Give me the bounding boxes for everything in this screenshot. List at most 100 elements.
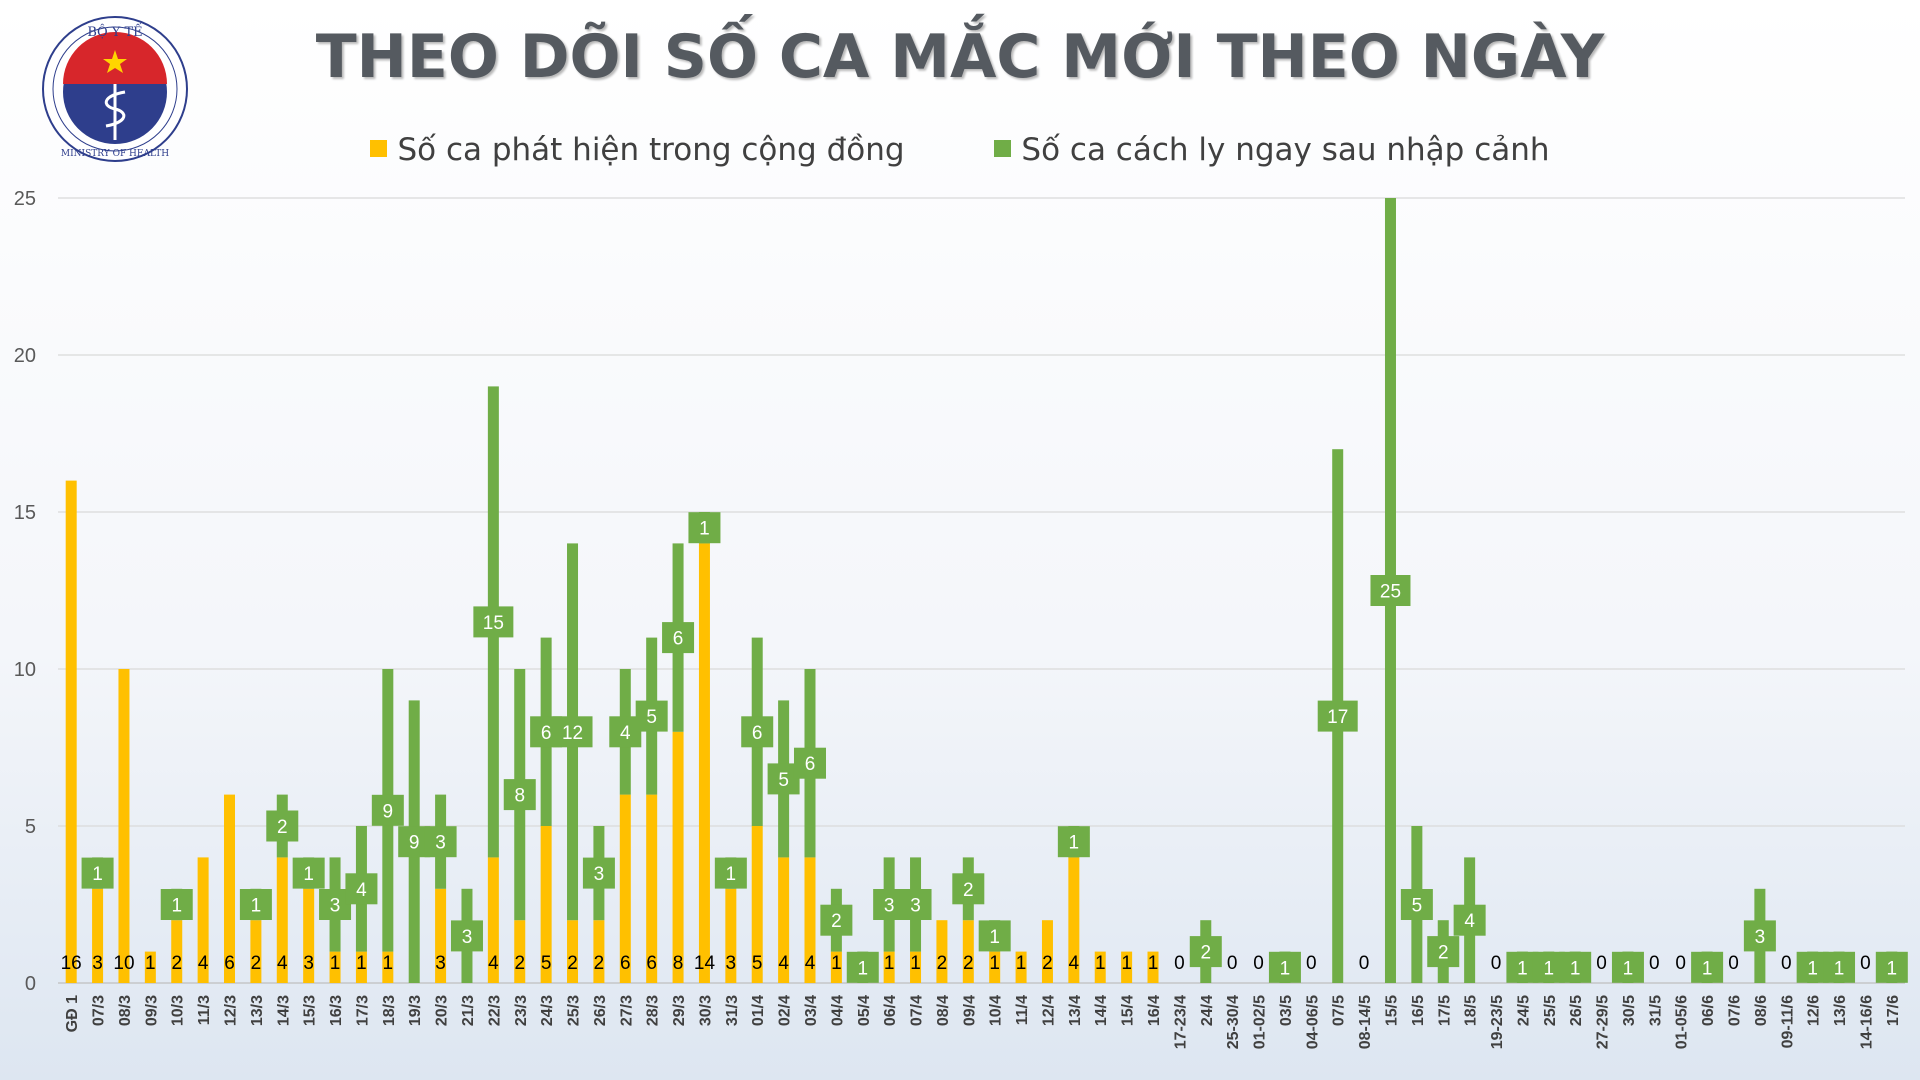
x-tick-label: 02/4 — [777, 995, 794, 1026]
data-label-community: 1 — [1016, 953, 1027, 974]
data-label: 25 — [1380, 582, 1401, 603]
legend-item-community: Số ca phát hiện trong cộng đồng — [370, 132, 905, 168]
x-tick-label: 18/3 — [381, 995, 398, 1026]
data-label-community: 1 — [1095, 953, 1106, 974]
data-label-community: 0 — [1728, 953, 1739, 974]
data-label-box — [239, 889, 272, 920]
x-tick-label: 16/5 — [1410, 995, 1427, 1026]
data-label: 9 — [409, 833, 420, 854]
bar-community — [92, 888, 104, 983]
data-label-community: 0 — [1596, 953, 1607, 974]
data-label-box — [1691, 951, 1724, 983]
data-label: 5 — [646, 707, 657, 728]
data-label-box — [266, 810, 299, 842]
data-label-box — [1743, 920, 1776, 952]
bar-community — [1121, 951, 1133, 983]
data-label: 2 — [1200, 943, 1211, 964]
bar-community — [197, 857, 209, 983]
x-tick-label: GĐ 1 — [64, 995, 81, 1032]
data-label-community: 1 — [1148, 953, 1159, 974]
data-label-community: 0 — [1675, 953, 1686, 974]
bar-community — [989, 951, 1001, 983]
legend-label-community: Số ca phát hiện trong cộng đồng — [397, 132, 905, 168]
x-tick-label: 10/4 — [988, 995, 1005, 1026]
bar-community — [1147, 951, 1159, 983]
data-label-box — [292, 857, 325, 889]
bar-community — [118, 669, 130, 983]
data-label-community: 2 — [171, 953, 182, 974]
data-label-community: 2 — [1042, 953, 1053, 974]
x-tick-label: 03/4 — [803, 995, 820, 1026]
x-tick-label: 01-05/6 — [1674, 995, 1691, 1049]
data-label: 1 — [699, 519, 710, 540]
data-label-box — [345, 873, 378, 905]
data-label: 1 — [1834, 958, 1845, 979]
data-label: 1 — [1807, 958, 1818, 979]
data-label: 4 — [620, 723, 631, 744]
data-label: 6 — [673, 629, 684, 650]
data-label-box — [899, 889, 932, 920]
x-tick-label: 08-14/5 — [1357, 995, 1374, 1049]
data-label-community: 1 — [383, 953, 394, 974]
bar-community — [778, 857, 790, 983]
data-label-community: 1 — [910, 953, 921, 974]
x-tick-label: 12/6 — [1806, 995, 1823, 1026]
y-tick-label: 25 — [14, 188, 36, 210]
x-tick-label: 27-29/5 — [1595, 995, 1612, 1049]
data-label-box — [160, 889, 193, 920]
data-label-community: 1 — [330, 953, 341, 974]
data-label-community: 2 — [594, 953, 605, 974]
data-label: 6 — [541, 723, 552, 744]
data-label: 17 — [1327, 707, 1348, 728]
data-label-community: 4 — [778, 953, 789, 974]
x-tick-label: 12/4 — [1040, 995, 1057, 1026]
y-tick-label: 5 — [25, 816, 36, 838]
data-label-box — [552, 716, 593, 748]
bar-community — [593, 920, 605, 983]
bar-community — [224, 794, 236, 983]
x-tick-label: 17-23/4 — [1172, 995, 1189, 1049]
data-label-community: 14 — [694, 953, 716, 974]
data-label-box — [635, 700, 668, 732]
x-tick-label: 15/3 — [302, 995, 319, 1026]
y-tick-label: 20 — [14, 345, 36, 367]
data-label-community: 0 — [1781, 953, 1792, 974]
x-tick-label: 01/4 — [750, 995, 767, 1026]
data-label: 1 — [92, 864, 103, 885]
ministry-of-health-logo: BỘ Y TẾ MINISTRY OF HEALTH — [42, 16, 188, 162]
data-label-box — [1268, 951, 1301, 983]
bar-community — [1068, 857, 1080, 983]
x-tick-label: 16/4 — [1146, 995, 1163, 1026]
bar-community — [725, 888, 737, 983]
y-tick-label: 0 — [25, 973, 36, 995]
data-label: 12 — [562, 723, 583, 744]
x-tick-label: 24/4 — [1199, 995, 1216, 1026]
data-label-box — [978, 920, 1011, 952]
data-label-box — [1427, 936, 1460, 968]
x-tick-label: 30/3 — [697, 995, 714, 1026]
data-label-box — [1559, 951, 1592, 983]
bar-community — [910, 951, 922, 983]
data-label-community: 3 — [435, 953, 446, 974]
data-label: 8 — [514, 786, 525, 807]
bar-community — [936, 920, 948, 983]
x-tick-label: 27/3 — [618, 995, 635, 1026]
data-label: 1 — [1702, 958, 1713, 979]
data-label: 1 — [726, 864, 737, 885]
data-label-box — [1400, 889, 1433, 920]
page-title: THEO DÕI SỐ CA MẮC MỚI THEO NGÀY — [315, 22, 1605, 92]
x-tick-label: 10/3 — [170, 995, 187, 1026]
data-label-box — [952, 873, 985, 905]
data-label: 3 — [330, 896, 341, 917]
x-tick-label: 04-06/5 — [1304, 995, 1321, 1049]
data-label: 1 — [1623, 958, 1634, 979]
x-tick-label: 01-02/5 — [1252, 995, 1269, 1049]
x-tick-label: 16/3 — [328, 995, 345, 1026]
data-label: 1 — [857, 958, 868, 979]
bar-community — [514, 920, 526, 983]
data-label: 1 — [1517, 958, 1528, 979]
legend-label-quarantine: Số ca cách ly ngay sau nhập cảnh — [1021, 132, 1550, 168]
x-tick-label: 11/4 — [1014, 995, 1031, 1025]
legend-swatch-community — [370, 140, 388, 157]
data-label: 3 — [435, 833, 446, 854]
